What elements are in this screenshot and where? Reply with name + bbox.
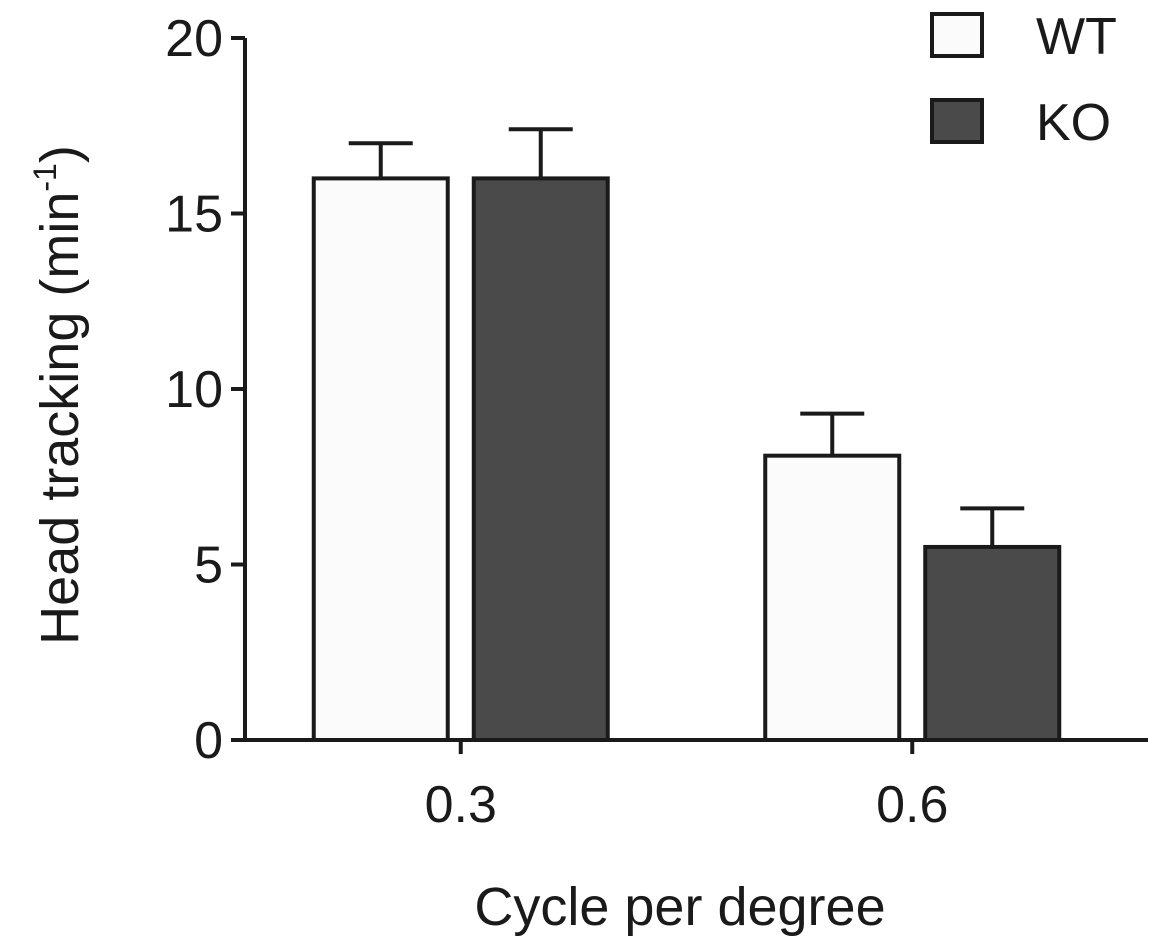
x-axis: 0.3 0.6 <box>245 738 1148 834</box>
legend-label-wt: WT <box>1036 8 1117 66</box>
y-axis-title-main: Head tracking (min <box>30 192 90 645</box>
y-tick-label: 20 <box>165 10 223 68</box>
legend-label-ko: KO <box>1036 94 1111 152</box>
y-axis-title: Head tracking (min-1) <box>27 145 90 645</box>
y-tick-label: 0 <box>194 712 223 770</box>
bars <box>311 176 1062 743</box>
y-axis-title-superscript: -1 <box>27 163 63 191</box>
x-tick-label: 0.6 <box>876 776 948 834</box>
y-tick-label: 5 <box>194 537 223 595</box>
x-axis-title: Cycle per degree <box>474 877 885 937</box>
bar-ko <box>471 176 610 742</box>
bar-wt <box>763 453 902 742</box>
y-axis-title-close: ) <box>30 145 90 163</box>
error-bars <box>348 127 1025 547</box>
bar-ko <box>923 544 1062 743</box>
legend: WT KO <box>930 8 1117 152</box>
y-axis: 0 5 10 15 20 <box>165 10 247 770</box>
legend-swatch-ko <box>930 98 984 144</box>
legend-swatch-wt <box>930 12 984 58</box>
y-tick-label: 15 <box>165 186 223 244</box>
y-tick-label: 10 <box>165 361 223 419</box>
bar-wt <box>311 176 450 742</box>
x-tick-label: 0.3 <box>425 776 497 834</box>
